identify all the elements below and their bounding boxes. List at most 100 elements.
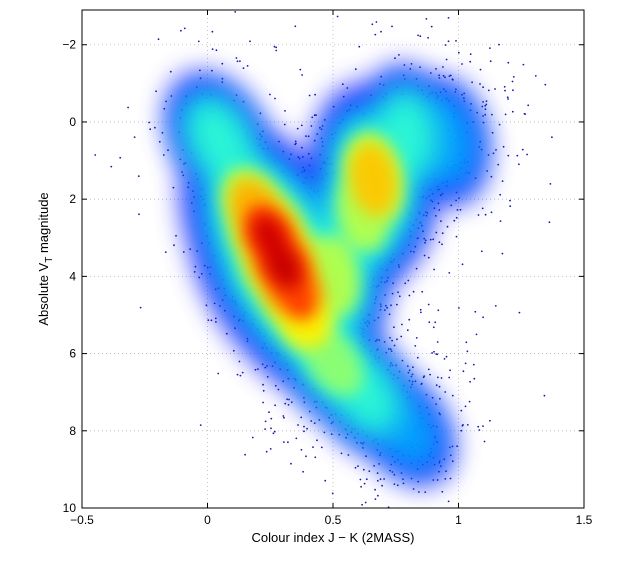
scatter-point (379, 478, 382, 481)
scatter-point (461, 63, 463, 65)
y-tick-label: 4 (69, 269, 76, 283)
scatter-point (430, 25, 433, 28)
scatter-point (487, 154, 490, 156)
scatter-point (358, 45, 361, 48)
scatter-point (376, 479, 379, 482)
scatter-point (433, 207, 436, 210)
scatter-point (384, 309, 386, 311)
scatter-point (310, 420, 313, 422)
scatter-point (296, 127, 299, 130)
scatter-point (484, 104, 487, 107)
y-tick-label: 8 (69, 424, 76, 438)
scatter-point (169, 70, 172, 73)
scatter-point (501, 180, 504, 183)
scatter-point (161, 131, 164, 134)
scatter-point (199, 424, 202, 426)
scatter-point (242, 67, 245, 69)
scatter-point (308, 94, 311, 97)
scatter-point (157, 38, 160, 41)
scatter-point (451, 394, 454, 397)
scatter-point (444, 76, 446, 79)
scatter-point (429, 238, 432, 241)
scatter-point (306, 427, 308, 430)
scatter-point (158, 140, 161, 143)
scatter-point (437, 309, 440, 312)
scatter-point (449, 74, 452, 77)
density-blob (349, 143, 397, 217)
scatter-point (523, 112, 526, 115)
x-tick-label: 1.5 (576, 513, 593, 527)
scatter-point (396, 303, 398, 306)
scatter-point (133, 136, 136, 139)
scatter-point (543, 394, 546, 397)
scatter-point (435, 68, 437, 70)
scatter-point (471, 81, 473, 84)
scatter-point (305, 135, 307, 138)
scatter-point (234, 11, 237, 13)
scatter-point (389, 348, 392, 351)
scatter-point (266, 376, 269, 378)
scatter-point (421, 290, 424, 293)
scatter-point (119, 156, 122, 159)
scatter-point (435, 384, 438, 387)
scatter-point (479, 68, 482, 71)
scatter-point (401, 359, 404, 362)
scatter-point (544, 83, 547, 86)
scatter-point (307, 135, 310, 138)
scatter-point (164, 251, 167, 254)
scatter-point (277, 388, 280, 391)
scatter-point (364, 501, 367, 504)
scatter-point (424, 491, 427, 493)
scatter-point (308, 410, 311, 413)
scatter-point (310, 157, 313, 160)
scatter-point (225, 332, 228, 335)
scatter-point (137, 175, 140, 178)
scatter-point (284, 402, 287, 405)
scatter-point (445, 58, 448, 61)
scatter-point (283, 441, 285, 443)
scatter-point (341, 83, 344, 86)
scatter-point (172, 186, 175, 189)
scatter-point (521, 148, 524, 151)
scatter-point (412, 366, 414, 369)
scatter-point (374, 33, 377, 36)
scatter-point (440, 377, 443, 379)
scatter-point (360, 485, 362, 488)
scatter-point (249, 40, 251, 43)
scatter-point (549, 183, 552, 185)
scatter-point (507, 61, 510, 64)
scatter-point (390, 350, 393, 352)
scatter-point (210, 319, 213, 322)
scatter-point (406, 365, 409, 367)
scatter-point (312, 446, 314, 448)
scatter-point (330, 433, 333, 435)
scatter-point (438, 241, 441, 244)
scatter-point (522, 63, 525, 66)
scatter-point (270, 427, 272, 430)
scatter-point (378, 339, 381, 342)
scatter-point (313, 422, 316, 424)
scatter-point (504, 89, 506, 92)
scatter-point (347, 454, 350, 456)
scatter-point (393, 483, 396, 485)
scatter-point (498, 123, 501, 126)
scatter-point (295, 437, 298, 440)
scatter-point (453, 219, 456, 222)
scatter-point (511, 110, 514, 113)
scatter-point (381, 484, 383, 487)
scatter-point (499, 220, 502, 223)
scatter-point (464, 405, 467, 408)
scatter-point (428, 321, 431, 324)
scatter-point (215, 49, 218, 52)
scatter-point (211, 48, 214, 50)
scatter-point (478, 429, 481, 431)
scatter-point (444, 478, 447, 480)
scatter-point (175, 234, 177, 237)
scatter-point (489, 60, 492, 63)
scatter-point (465, 341, 468, 344)
scatter-point (391, 25, 393, 28)
scatter-point (323, 431, 326, 434)
scatter-point (407, 371, 410, 374)
scatter-point (331, 492, 334, 495)
scatter-point (468, 400, 471, 403)
